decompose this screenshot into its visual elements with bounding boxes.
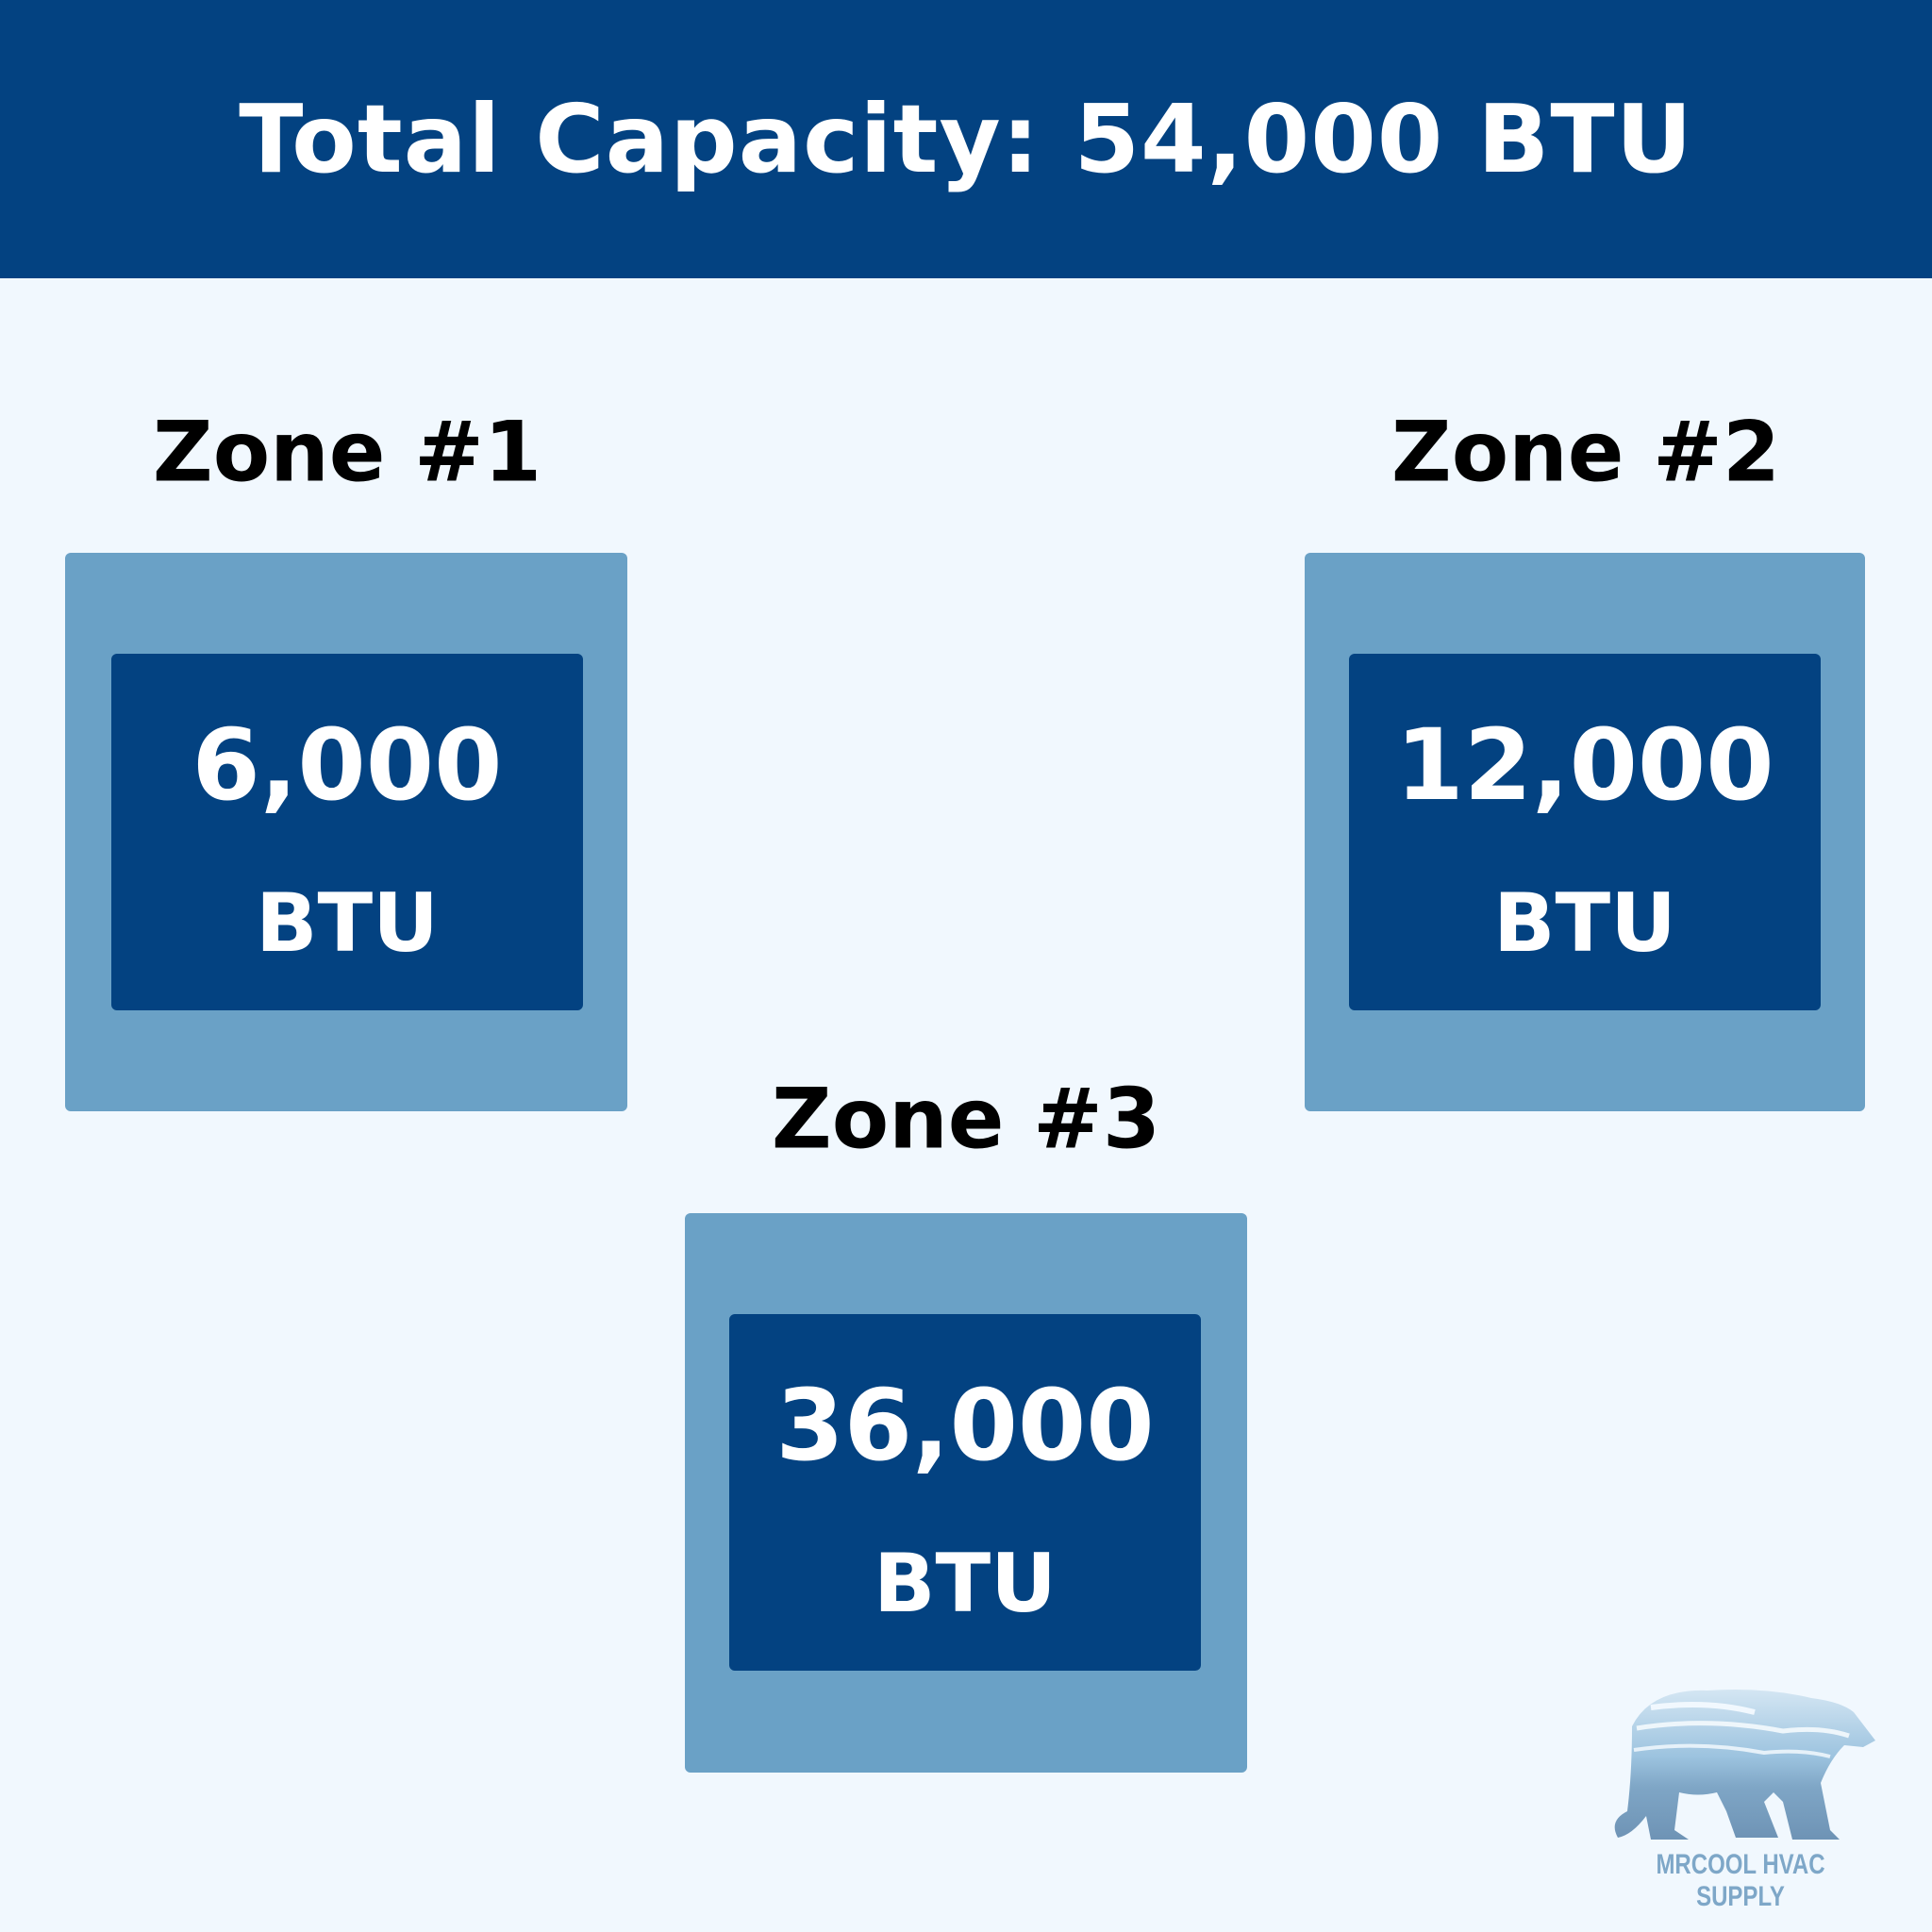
zone-3-unit: BTU (873, 1537, 1058, 1631)
zone-2-unit: BTU (1492, 876, 1677, 971)
zone-1-capacity-panel: 6,000 BTU (111, 654, 583, 1010)
zone-1-value: 6,000 (192, 708, 503, 823)
zone-2-label: Zone #2 (1391, 403, 1781, 501)
zone-1-label: Zone #1 (152, 403, 542, 501)
zone-3-capacity-panel: 36,000 BTU (729, 1314, 1201, 1671)
zone-1-unit: BTU (255, 876, 440, 971)
polar-bear-icon (1614, 1690, 1875, 1840)
zone-2-value: 12,000 (1395, 708, 1774, 823)
zone-3-label: Zone #3 (771, 1070, 1161, 1168)
header-banner: Total Capacity: 54,000 BTU (0, 0, 1932, 278)
total-capacity-title: Total Capacity: 54,000 BTU (239, 84, 1693, 194)
logo-text: MRCOOL HVAC SUPPLY (1656, 1849, 1825, 1912)
mrcool-logo: MRCOOL HVAC SUPPLY (1594, 1670, 1887, 1913)
zone-3-value: 36,000 (775, 1368, 1155, 1483)
zone-2-capacity-panel: 12,000 BTU (1349, 654, 1821, 1010)
